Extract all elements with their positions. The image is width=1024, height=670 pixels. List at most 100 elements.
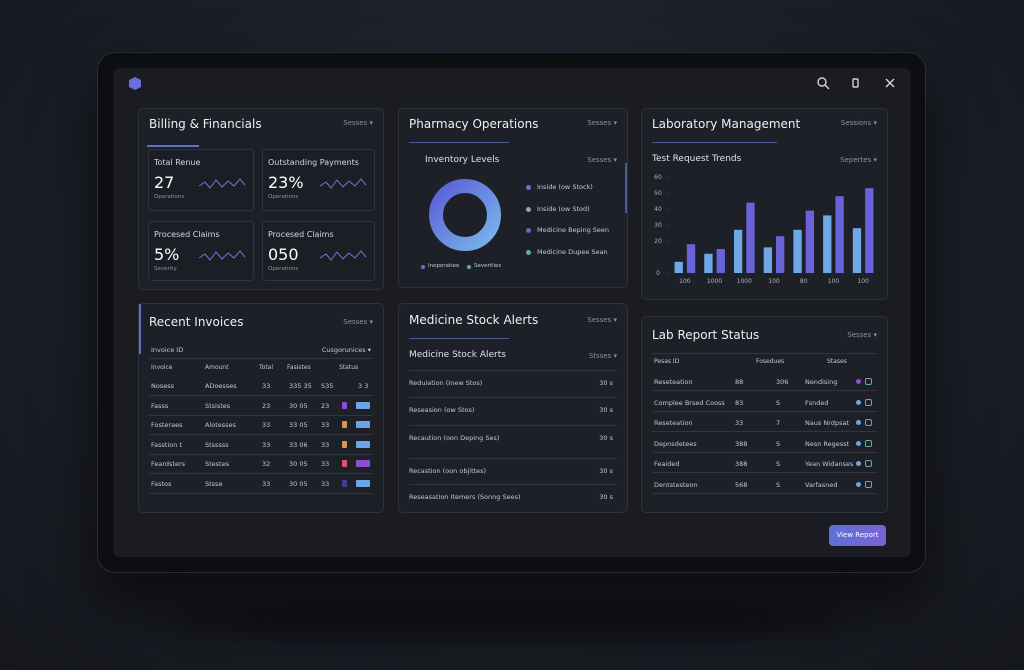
status-dot [856, 420, 861, 425]
table-cell: 33 06 [289, 440, 308, 449]
table-cell: Alotesses [205, 421, 236, 429]
panel-menu[interactable]: Sepertes ▾ [840, 156, 877, 164]
table-cell: 33 [321, 440, 330, 449]
table-cell: 30 05 [289, 401, 308, 410]
legend-label: Medicine Dupee Sean [537, 247, 608, 256]
panel-menu[interactable]: Sesses ▾ [587, 119, 617, 127]
bar [852, 228, 862, 273]
row-divider [149, 395, 373, 396]
legend-dot [421, 265, 425, 269]
lab-panel: Laboratory Management Sessions ▾ Test Re… [641, 108, 888, 300]
sparkline-path [319, 178, 367, 189]
filter-label: Invoice ID [151, 346, 184, 354]
row-divider [149, 473, 373, 474]
divider [409, 338, 509, 339]
alert-label: Reduiation (Inew Stos) [409, 379, 483, 387]
bar [776, 236, 785, 273]
bar [763, 247, 772, 273]
kpi-label: Procesed Claims [268, 230, 334, 239]
panel-menu[interactable]: Stsses ▾ [588, 352, 617, 360]
table-cell: 33 [262, 382, 271, 390]
x-tick-label: 100 [857, 278, 869, 285]
kpi-value: 050 [268, 245, 299, 264]
table-cell: 33 [262, 440, 271, 449]
sparkline [319, 250, 367, 261]
row-divider [409, 484, 617, 485]
row-divider [409, 425, 617, 426]
status-bar [356, 401, 370, 409]
kpi-caption: Severity [154, 266, 177, 272]
row-divider [652, 410, 877, 412]
search-icon[interactable] [824, 84, 830, 90]
status-icon [865, 398, 872, 406]
filter-dropdown[interactable]: Cusgorunices ▾ [321, 346, 371, 354]
panel-menu[interactable]: Sessions ▾ [840, 119, 877, 127]
kpi-card: Procesed Claims 050 Operations [262, 221, 375, 281]
table-cell: 3 3 [358, 382, 369, 390]
panel-menu[interactable]: Sesses ▾ [847, 331, 877, 339]
table-cell: S35 [321, 382, 334, 390]
panel-menu[interactable]: Sesses ▾ [587, 316, 617, 324]
legend-dot [526, 206, 531, 212]
table-cell: 33 05 [289, 421, 308, 429]
bar [746, 202, 755, 273]
status-swatch [342, 440, 347, 448]
table-cell: Feardsters [151, 460, 186, 468]
bar [835, 196, 844, 273]
sparkline-path [198, 250, 246, 261]
panel-title: Pharmacy Operations [409, 117, 539, 131]
x-tick-label: 100 [679, 278, 691, 285]
table-header: Invoice [151, 364, 173, 371]
kpi-card: Total Renue 27 Operations [148, 149, 254, 211]
alert-label: Reseasation Itemers (Sonng Sees) [409, 493, 521, 501]
y-tick-label: 50 [654, 190, 662, 197]
table-cell: 30 05 [289, 460, 308, 468]
status-icon [865, 378, 872, 385]
table-cell: S [776, 460, 781, 468]
alert-time: 30 s [599, 467, 613, 475]
panel-menu[interactable]: Sesses ▾ [343, 318, 373, 326]
panel-menu[interactable]: Sesses ▾ [343, 119, 373, 127]
y-tick-label: 0 [656, 270, 660, 277]
y-tick-label: 60 [654, 174, 662, 181]
toolbar [129, 77, 895, 90]
divider [652, 142, 777, 143]
alert-label: Recastion (oon objittes) [409, 467, 487, 475]
legend-label: Inoperatiee [428, 263, 460, 269]
status-icon [865, 460, 872, 467]
device-icon[interactable] [852, 78, 859, 88]
table-cell: 388 [735, 460, 748, 468]
kpi-value: 5% [154, 245, 180, 264]
status-dot [856, 399, 861, 405]
close-icon[interactable] [885, 78, 895, 88]
status-icon [865, 480, 872, 488]
view-report-button[interactable]: View Report [829, 525, 886, 546]
divider [149, 358, 373, 359]
subtitle: Medicine Stock Alerts [409, 350, 506, 360]
device-shadow [170, 600, 850, 640]
table-cell: 23 [262, 401, 271, 410]
bar [716, 249, 725, 273]
table-cell: Depnsdetees [654, 439, 697, 448]
legend-dot [526, 249, 531, 255]
panel-menu[interactable]: Sesses ▾ [587, 156, 617, 164]
table-header: Amount [205, 364, 229, 371]
bar [674, 261, 683, 273]
status-icon [865, 419, 872, 426]
table-cell: Varfasned [805, 480, 838, 489]
table-cell: Yean Widanses [805, 460, 854, 468]
table-cell: 33 [735, 419, 744, 427]
legend-label: Inside (ow Stock) [537, 183, 593, 191]
table-cell: 33 [321, 479, 330, 488]
bar [733, 229, 743, 273]
kpi-card: Outstanding Payments 23% Operations [262, 149, 375, 211]
table-cell: 23 [321, 401, 330, 410]
invoices-panel: Recent Invoices Sesses ▾ Invoice ID Cusg… [138, 303, 384, 513]
kpi-caption: Operations [268, 194, 299, 200]
x-tick-label: 100 [768, 278, 780, 285]
search-icon[interactable] [817, 77, 827, 87]
sparkline [198, 250, 246, 261]
table-cell: Nendising [805, 378, 838, 386]
status-bar [356, 440, 370, 448]
table-cell: 83 [735, 398, 744, 407]
